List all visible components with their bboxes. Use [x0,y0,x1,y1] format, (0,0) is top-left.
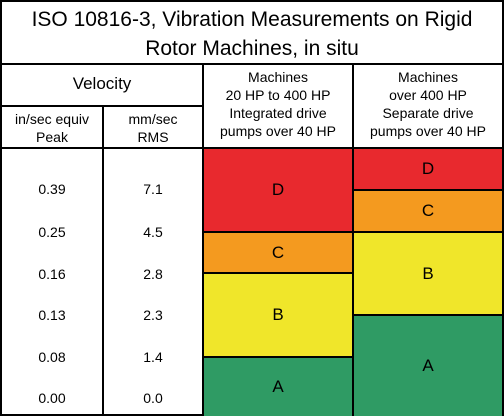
row-3-in-sec: 0.13 [38,307,66,323]
column-divider-3 [352,63,354,416]
in-sec-header-line1: in/sec equiv [15,111,89,127]
group1-header-line2: 20 HP to 400 HP [225,87,331,103]
row-5-mm-sec: 0.0 [143,390,163,406]
group1-zone-a-label: A [272,377,284,396]
group1-header-line4: pumps over 40 HP [220,123,336,139]
group2-zone-a: A [354,314,502,416]
title-line-1: ISO 10816-3, Vibration Measurements on R… [31,8,473,31]
group1-header-line1: Machines [248,69,308,85]
group1-zone-c: C [204,231,352,272]
group2-header-line1: Machines [398,69,458,85]
group2-zone-b: B [354,231,502,314]
group1-zone-d-label: D [271,180,285,199]
velocity-header: Velocity [72,74,132,93]
mm-sec-header-line1: mm/sec [128,111,178,127]
group2-header-line4: pumps over 40 HP [370,123,486,139]
group1-zone-b: B [204,272,352,356]
row-2-in-sec: 0.16 [38,266,66,282]
row-0-mm-sec: 7.1 [143,181,163,197]
group1-zone-c-label: C [271,242,285,262]
column-divider-1 [102,105,104,416]
group1-zone-a: A [204,356,352,416]
mm-sec-header: mm/sec RMS [104,110,202,146]
group2-zone-c-label: C [421,201,435,220]
group2-zone-d-label: D [421,159,435,178]
mm-sec-header-line2: RMS [137,129,169,145]
group1-zone-d: D [204,147,352,231]
in-sec-header: in/sec equiv Peak [2,110,102,146]
group1-header: Machines 20 HP to 400 HP Integrated driv… [204,68,352,140]
row-5-in-sec: 0.00 [38,390,66,406]
in-sec-header-line2: Peak [36,129,68,145]
group2-header-line2: over 400 HP [389,87,467,103]
row-0-in-sec: 0.39 [38,181,66,197]
group1-zone-b-label: B [272,305,284,324]
row-4-in-sec: 0.08 [38,349,66,365]
title-line-2: Rotor Machines, in situ [145,37,359,60]
row-3-mm-sec: 2.3 [143,307,163,323]
group2-header: Machines over 400 HP Separate drive pump… [354,68,502,140]
row-2-mm-sec: 2.8 [143,266,163,282]
group2-zone-a-label: A [422,356,434,375]
row-1-mm-sec: 4.5 [143,224,163,240]
column-divider-2 [202,63,204,416]
group1-header-line3: Integrated drive [229,105,327,121]
group2-zone-c: C [354,189,502,231]
group2-zone-d: D [354,147,502,189]
row-1-in-sec: 0.25 [38,224,66,240]
group2-zone-b-label: B [422,263,434,283]
row-4-mm-sec: 1.4 [143,349,163,365]
group2-header-line3: Separate drive [382,105,474,121]
title-divider [2,63,502,65]
